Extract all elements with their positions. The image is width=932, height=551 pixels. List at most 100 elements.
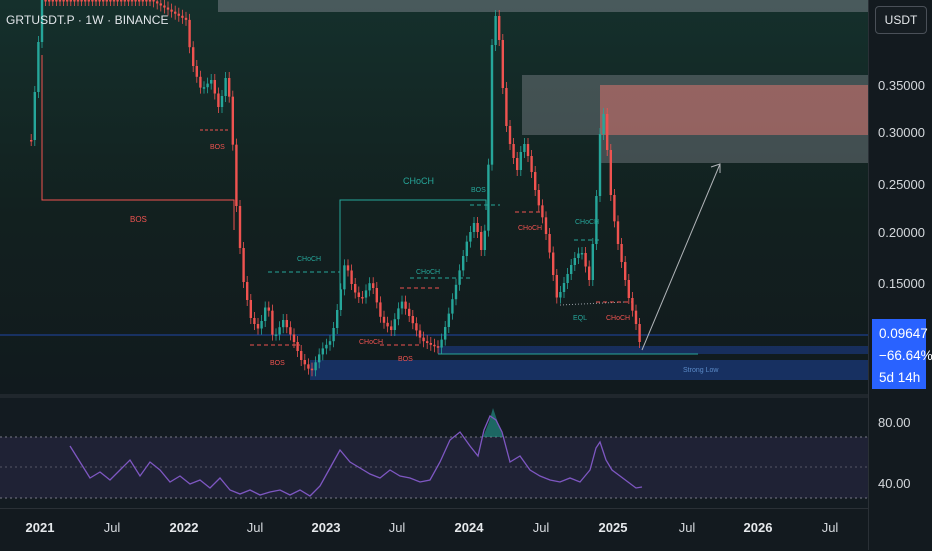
candle-body xyxy=(145,0,148,2)
candle-body xyxy=(552,252,555,275)
candle-body xyxy=(476,223,479,232)
candle-body xyxy=(490,45,494,165)
candle-body xyxy=(105,0,108,2)
candle-body xyxy=(400,301,404,309)
choch-label-5: CHoCH xyxy=(575,219,599,226)
candle-body xyxy=(274,334,278,336)
candle-body xyxy=(321,348,324,355)
rsi-indicator-pane[interactable] xyxy=(0,398,868,508)
candle-body xyxy=(87,0,90,2)
current-price-badge[interactable]: 0.09647 −66.64% 5d 14h xyxy=(872,319,932,389)
candle-body xyxy=(487,164,490,231)
candle-body xyxy=(588,266,591,280)
candle-body xyxy=(296,342,299,351)
candle-body xyxy=(562,283,566,292)
candlestick-series[interactable] xyxy=(30,0,641,377)
bar-countdown: 5d 14h xyxy=(879,370,921,385)
candle-body xyxy=(260,321,263,329)
gray-zone-top[interactable] xyxy=(218,0,868,12)
candle-body xyxy=(116,0,119,2)
blue-zone-strong-low[interactable] xyxy=(310,360,868,380)
price-tick-0.30: 0.30000 xyxy=(878,125,925,140)
candle-body xyxy=(346,265,350,271)
candle-body xyxy=(526,144,530,156)
candle-body xyxy=(624,262,627,280)
bos-line-major[interactable] xyxy=(41,55,235,230)
candle-body xyxy=(458,270,461,285)
current-price-value: 0.09647 xyxy=(879,326,928,341)
time-tick: Jul xyxy=(678,520,696,535)
candle-body xyxy=(184,17,188,20)
candle-body xyxy=(202,87,206,89)
candle-body xyxy=(469,232,472,242)
gray-zone-lower[interactable] xyxy=(600,135,868,163)
candle-body xyxy=(595,196,598,244)
candle-body xyxy=(404,301,407,309)
currency-button[interactable]: USDT xyxy=(875,6,927,34)
bos-label-3: BOS xyxy=(471,187,486,194)
symbol-title[interactable]: GRTUSDT.P · 1W · BINANCE xyxy=(6,13,169,27)
candle-body xyxy=(152,0,155,2)
candle-body xyxy=(436,346,440,348)
choch-label-4: CHoCH xyxy=(518,225,542,232)
choch-label-6: CHoCH xyxy=(359,339,383,346)
candle-body xyxy=(386,322,389,327)
candle-body xyxy=(138,0,141,2)
candle-body xyxy=(55,0,58,2)
candle-body xyxy=(246,282,249,300)
candle-body xyxy=(591,244,594,280)
rsi-line[interactable] xyxy=(69,415,643,497)
choch-label-7: CHoCH xyxy=(606,315,630,322)
candle-body xyxy=(498,16,501,40)
choch-line-2023[interactable] xyxy=(339,199,487,290)
rsi-tick-40: 40.00 xyxy=(878,476,911,491)
candle-body xyxy=(480,232,483,250)
candle-body xyxy=(505,88,508,126)
candle-body xyxy=(332,328,335,342)
candle-body xyxy=(544,217,548,234)
blue-zone-upper[interactable] xyxy=(438,346,868,354)
candle-body xyxy=(156,1,159,4)
candle-body xyxy=(249,300,252,318)
red-zone[interactable] xyxy=(600,85,868,135)
candle-body xyxy=(609,150,612,195)
price-scale[interactable] xyxy=(868,0,932,550)
candle-body xyxy=(447,313,450,327)
candle-body xyxy=(350,270,353,284)
pane-divider[interactable] xyxy=(0,394,932,398)
bos-label-2: BOS xyxy=(130,215,147,224)
candle-body xyxy=(163,5,166,8)
candle-body xyxy=(134,0,137,2)
candle-body xyxy=(573,258,576,265)
time-tick: 2026 xyxy=(743,520,773,535)
candle-body xyxy=(231,96,234,145)
candle-body xyxy=(375,288,378,303)
candle-body xyxy=(530,156,533,172)
candle-body xyxy=(76,0,80,2)
candle-body xyxy=(224,78,227,96)
bos-label-1: BOS xyxy=(210,144,225,151)
projection-arrow-line[interactable] xyxy=(641,163,721,351)
eql-dotted-line[interactable] xyxy=(559,301,626,306)
price-tick-0.15: 0.15000 xyxy=(878,276,925,291)
candle-body xyxy=(130,0,134,2)
candle-body xyxy=(328,341,332,345)
candle-body xyxy=(264,307,267,321)
candle-body xyxy=(433,344,436,347)
time-scale[interactable] xyxy=(0,508,868,551)
rsi-overbought-fill xyxy=(483,408,503,437)
candle-body xyxy=(289,327,292,335)
candle-body xyxy=(314,362,317,371)
time-tick: Jul xyxy=(103,520,121,535)
candle-body xyxy=(584,253,587,267)
candle-body xyxy=(354,284,357,293)
candle-body xyxy=(606,114,609,150)
projection-arrowhead[interactable] xyxy=(710,163,721,173)
candle-body xyxy=(91,0,94,2)
candle-body xyxy=(444,327,447,340)
candle-body xyxy=(620,244,623,262)
candle-body xyxy=(40,0,44,42)
candle-body xyxy=(325,344,328,349)
price-chart-pane[interactable] xyxy=(0,0,868,394)
